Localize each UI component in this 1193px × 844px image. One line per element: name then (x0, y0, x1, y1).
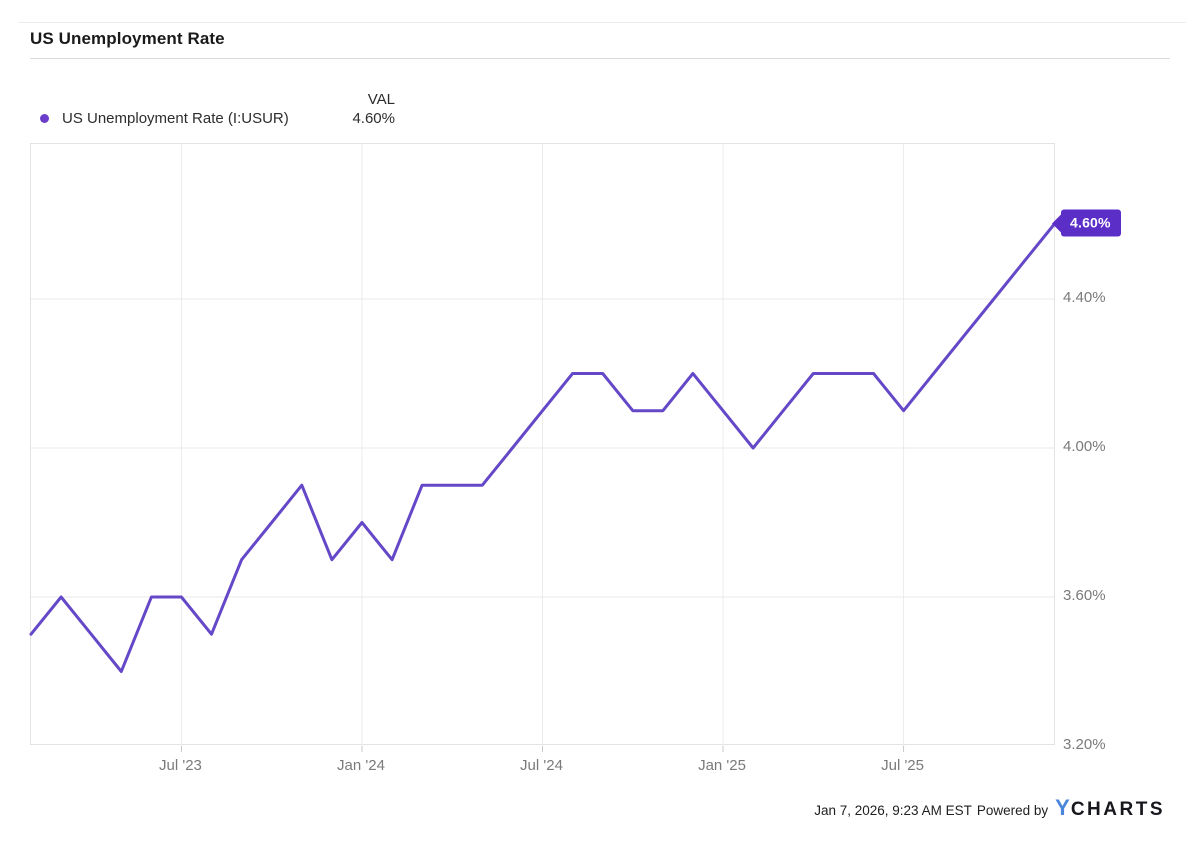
footer: Jan 7, 2026, 9:23 AM EST Powered by Y CH… (814, 795, 1165, 821)
line-chart-canvas (29, 144, 1056, 752)
y-axis-tick-label: 3.60% (1063, 586, 1106, 604)
ycharts-logo-y-icon: Y (1055, 795, 1071, 820)
y-axis-tick-label: 4.40% (1063, 288, 1106, 306)
x-axis-tick-label: Jul '25 (881, 757, 924, 774)
title-divider (30, 58, 1170, 59)
ycharts-logo[interactable]: Y CHARTS (1055, 795, 1165, 821)
legend-value-column: VAL 4.60% (295, 90, 395, 128)
legend: US Unemployment Rate (I:USUR) (40, 110, 289, 127)
page-title: US Unemployment Rate (30, 29, 225, 48)
y-axis-tick-label: 4.00% (1063, 437, 1106, 455)
footer-timestamp: Jan 7, 2026, 9:23 AM EST (814, 803, 972, 818)
x-axis-tick-label: Jul '23 (158, 757, 202, 774)
series-color-dot-icon (40, 114, 49, 123)
plot-area[interactable] (29, 143, 1056, 752)
top-divider (18, 22, 1186, 23)
x-axis-tick-label: Jan '24 (337, 757, 385, 774)
x-axis-tick-label: Jan '25 (698, 757, 746, 774)
powered-by-label: Powered by (976, 803, 1049, 818)
ycharts-logo-text: CHARTS (1070, 799, 1165, 820)
x-axis-tick-label: Jul '24 (520, 757, 563, 774)
val-current: 4.60% (352, 110, 395, 127)
val-header: VAL (367, 91, 395, 108)
last-value-label: 4.60% (1070, 214, 1111, 231)
legend-series-label: US Unemployment Rate (I:USUR) (62, 110, 289, 127)
last-value-badge: 4.60% (1052, 209, 1121, 237)
y-axis-tick-label: 3.20% (1063, 736, 1106, 753)
badge-pointer-icon (1052, 214, 1061, 233)
